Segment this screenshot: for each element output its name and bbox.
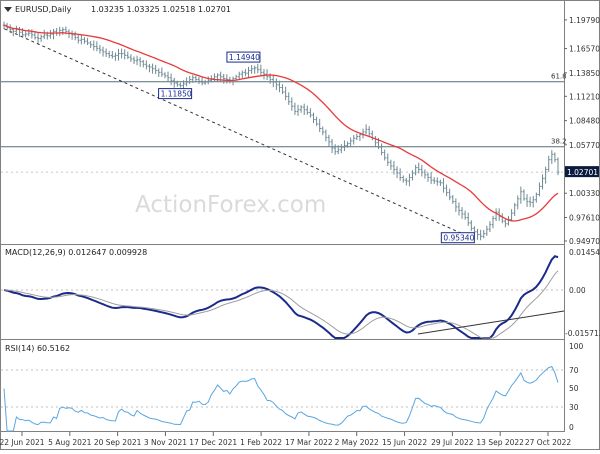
rsi-tick-label: 0 [569,423,574,432]
macd-support-trendline [417,310,565,335]
time-tick-label: 17 Mar 2022 [285,438,333,447]
time-tick-label: 2 May 2022 [335,438,379,447]
time-tick-label: 20 Sep 2021 [94,438,142,447]
price-tick-label: 1.05770 [569,141,600,150]
macd-tick-label: 0.014549 [569,248,600,257]
rsi-line [3,365,559,432]
price-tick-label: 1.13850 [569,69,600,78]
symbol-dropdown-icon[interactable] [4,7,12,12]
rsi-tick-label: 50 [569,384,579,393]
time-tick-label: 17 Dec 2021 [189,438,237,447]
rsi-title: RSI(14) 60.5162 [5,344,70,353]
price-annotation-label: 1.14940 [229,53,260,62]
time-tick-label: 1 Feb 2022 [240,438,282,447]
price-tick-label: 0.97610 [569,213,600,222]
watermark: ActionForex.com [135,192,326,218]
fib-level-label: 61.8 [551,73,567,81]
price-annotation-label: 1.11850 [161,90,192,99]
price-tick-label: 1.19790 [569,16,600,25]
price-annotation-box [440,232,475,244]
time-tick-label: 29 Jul 2022 [431,438,474,447]
time-tick-label: 13 Sep 2022 [476,438,524,447]
price-tick-label: 0.94970 [569,237,600,246]
moving-average-line [3,24,559,222]
price-annotation-box [226,51,261,63]
time-tick-label: 5 Aug 2021 [48,438,91,447]
rsi-tick-label: 30 [569,403,579,412]
macd-tick-label: -0.015712 [565,329,600,338]
rsi-tick-label: 70 [569,366,579,375]
price-tick-label: 1.16570 [569,45,600,54]
descending-trendline [3,28,472,239]
rsi-panel [0,339,565,432]
price-annotation-label: 0.95340 [443,234,474,243]
price-tick-label: 1.00330 [569,189,600,198]
macd-panel [0,244,565,340]
macd-title: MACD(12,26,9) 0.012647 0.009928 [5,248,147,257]
time-tick-label: 27 Oct 2022 [525,438,572,447]
macd-signal-line [3,270,559,339]
time-tick-label: 22 Jun 2021 [0,438,45,447]
price-tick-label: 1.08480 [569,117,600,126]
last-price-marker [565,166,599,178]
rsi-tick-label: 100 [569,342,584,351]
price-tick-label: 1.11210 [569,92,600,101]
time-tick-label: 3 Nov 2021 [144,438,187,447]
time-tick-label: 15 Jun 2022 [382,438,427,447]
fib-level-label: 38.2 [551,138,567,146]
symbol-title: EURUSD,Daily [15,5,72,14]
macd-tick-label: 0.00 [569,286,586,295]
price-annotation-box [158,88,193,100]
last-price-label: 1.02701 [567,168,598,177]
ohlc-header: 1.03235 1.03325 1.02518 1.02701 [91,5,231,14]
macd-line [3,255,559,339]
